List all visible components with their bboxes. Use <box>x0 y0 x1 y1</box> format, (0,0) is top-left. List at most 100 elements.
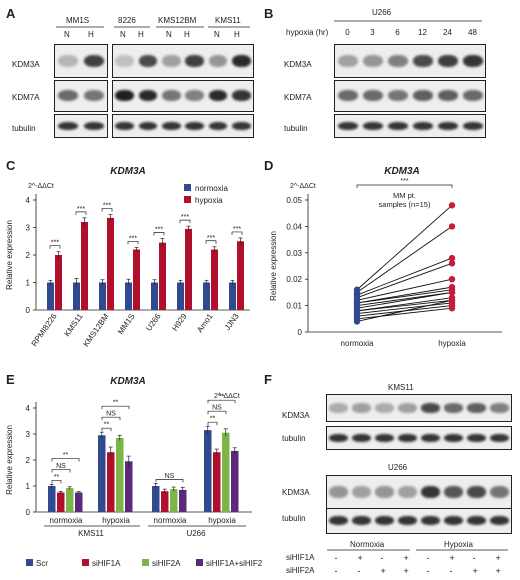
e-sig-bracket <box>51 469 71 473</box>
c-sig-bracket <box>101 208 113 212</box>
f-blot-kms11-tubulin <box>326 426 512 450</box>
blot-band <box>444 402 463 413</box>
blot-band <box>162 54 181 67</box>
a-row-kdm7a: KDM7A <box>12 93 40 102</box>
e-bar-siHIF1A+siHIF2A <box>125 461 133 512</box>
c-sig-label: *** <box>155 227 163 234</box>
c-ylabel: Relative expression <box>5 220 14 290</box>
e-legend-label-siHIF1A: siHIF1A <box>92 559 121 568</box>
blot-band <box>375 402 394 413</box>
f-sign: - <box>472 553 476 563</box>
d-y-tick-label: 0 <box>298 328 303 337</box>
c-category-label: JJN3 <box>223 312 241 333</box>
e-legend-swatch-siHIF2A <box>142 559 149 566</box>
d-point-hypoxia <box>448 305 456 312</box>
d-category-normoxia: normoxia <box>341 339 374 348</box>
f-kms11-row-kdm3a: KDM3A <box>282 411 310 420</box>
blot-band <box>232 121 251 130</box>
blot-band <box>138 54 158 67</box>
panel-letter-b: B <box>264 6 274 21</box>
blot-band <box>467 402 486 413</box>
blot-band <box>352 516 371 526</box>
e-y-tick-label: 2 <box>26 456 31 465</box>
c-corner-label: 2^-ΔΔCt <box>28 183 54 190</box>
e-y-tick-label: 0 <box>26 508 31 517</box>
b-blot-kdm7a <box>334 80 486 112</box>
f-u266-row-kdm3a: KDM3A <box>282 488 310 497</box>
a-cell-kms11: KMS11 <box>215 16 241 25</box>
e-legend-swatch-siHIF1A+siHIF2A <box>196 559 203 566</box>
f-sign: + <box>495 553 501 563</box>
d-sig-bracket <box>356 184 453 188</box>
blot-band <box>329 402 348 413</box>
f-sign: - <box>426 553 430 563</box>
d-pair-line <box>356 226 453 293</box>
a-lane-label: N <box>120 30 126 39</box>
blot-band <box>352 402 371 413</box>
blot-band <box>138 121 158 130</box>
c-bar-normoxia <box>99 282 106 310</box>
e-bar-siHIF1A <box>161 491 169 512</box>
a-lane-label: N <box>64 30 70 39</box>
blot-band <box>337 90 358 102</box>
b-blot-kdm3a <box>334 44 486 78</box>
blot-band <box>83 54 105 67</box>
f-cond-normoxia: Normoxia <box>350 540 385 549</box>
e-condition-label: normoxia <box>154 516 187 525</box>
e-bar-siHIF1A+siHIF2A <box>75 492 83 512</box>
d-pair-line <box>356 262 453 299</box>
c-category-label: MM1S <box>116 312 137 336</box>
c-legend-label-hypoxia: hypoxia <box>195 196 223 205</box>
e-y-tick-label: 1 <box>26 482 31 491</box>
e-sig-label: ** <box>113 400 119 407</box>
c-sig-label: *** <box>77 206 85 213</box>
blot-band <box>412 121 433 130</box>
e-sig-label: NS <box>165 473 175 480</box>
f-sign: + <box>495 566 501 576</box>
f-sign: - <box>380 553 384 563</box>
d-pair-line <box>356 299 453 322</box>
e-bar-siHIF1A+siHIF2A <box>231 450 239 512</box>
blot-band <box>162 90 181 102</box>
d-y-tick-label: 0.05 <box>286 196 302 205</box>
e-legend-swatch-siHIF1A <box>82 559 89 566</box>
b-cell-u266: U266 <box>372 8 392 17</box>
e-bar-Scr <box>98 435 106 512</box>
e-sig-label: ** <box>104 422 110 429</box>
c-sig-label: *** <box>207 235 215 242</box>
c-bar-normoxia <box>203 282 210 310</box>
blot-band <box>329 516 348 526</box>
chart-e: KDM3A 2^-ΔΔCt 0 1 2 3 4 Relative expression norm… <box>5 376 262 568</box>
a-cell-8226: 8226 <box>118 16 136 25</box>
c-sig-label: *** <box>233 226 241 233</box>
c-sig-bracket <box>127 240 139 245</box>
d-point-hypoxia <box>448 297 456 304</box>
f-blot-u266-kdm3a <box>326 475 512 509</box>
blot-band <box>115 121 134 130</box>
c-bar-hypoxia <box>107 217 114 310</box>
e-sig-bracket <box>51 480 62 484</box>
f-sign: + <box>357 553 363 563</box>
e-bar-siHIF2A <box>116 437 124 512</box>
d-title: KDM3A <box>384 166 420 177</box>
d-pair-line <box>356 299 453 312</box>
c-y-tick-label: 3 <box>26 224 31 233</box>
chart-c: KDM3A 2^-ΔΔCt 0 1 2 3 4 Relative expression *** R… <box>5 166 250 348</box>
blot-band <box>362 90 383 102</box>
e-condition-label: hypoxia <box>102 516 130 525</box>
a-row-tubulin: tubulin <box>12 124 36 133</box>
blot-band <box>421 402 440 413</box>
e-sig-bracket <box>207 399 236 404</box>
e-sig-bracket <box>101 405 130 410</box>
c-sig-bracket <box>179 219 191 224</box>
blot-band <box>437 121 458 130</box>
e-sig-bracket <box>51 458 80 462</box>
c-bar-normoxia <box>73 282 80 310</box>
a-lane-label: H <box>184 30 190 39</box>
d-y-tick-label: 0.02 <box>286 275 302 284</box>
e-bar-siHIF1A+siHIF2A <box>179 489 187 512</box>
blot-band <box>162 121 181 130</box>
blot-band <box>437 90 458 102</box>
e-bar-siHIF2A <box>66 488 74 512</box>
c-bar-hypoxia <box>133 249 140 310</box>
